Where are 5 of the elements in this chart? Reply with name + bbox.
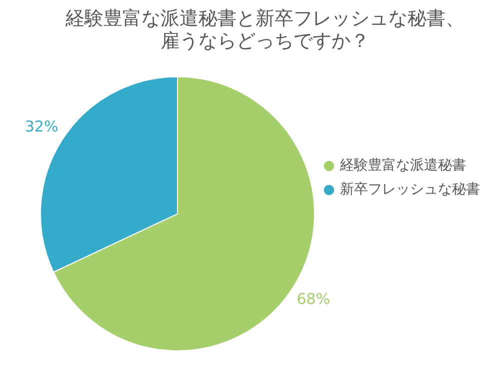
- data-label: 68%: [296, 290, 330, 308]
- legend-label: 新卒フレッシュな秘書: [340, 182, 480, 198]
- legend-label: 経験豊富な派遣秘書: [339, 158, 466, 174]
- chart-title: 経験豊富な派遣秘書と新卒フレッシュな秘書、雇うならどっちですか？: [64, 7, 464, 52]
- data-label: 32%: [24, 117, 58, 136]
